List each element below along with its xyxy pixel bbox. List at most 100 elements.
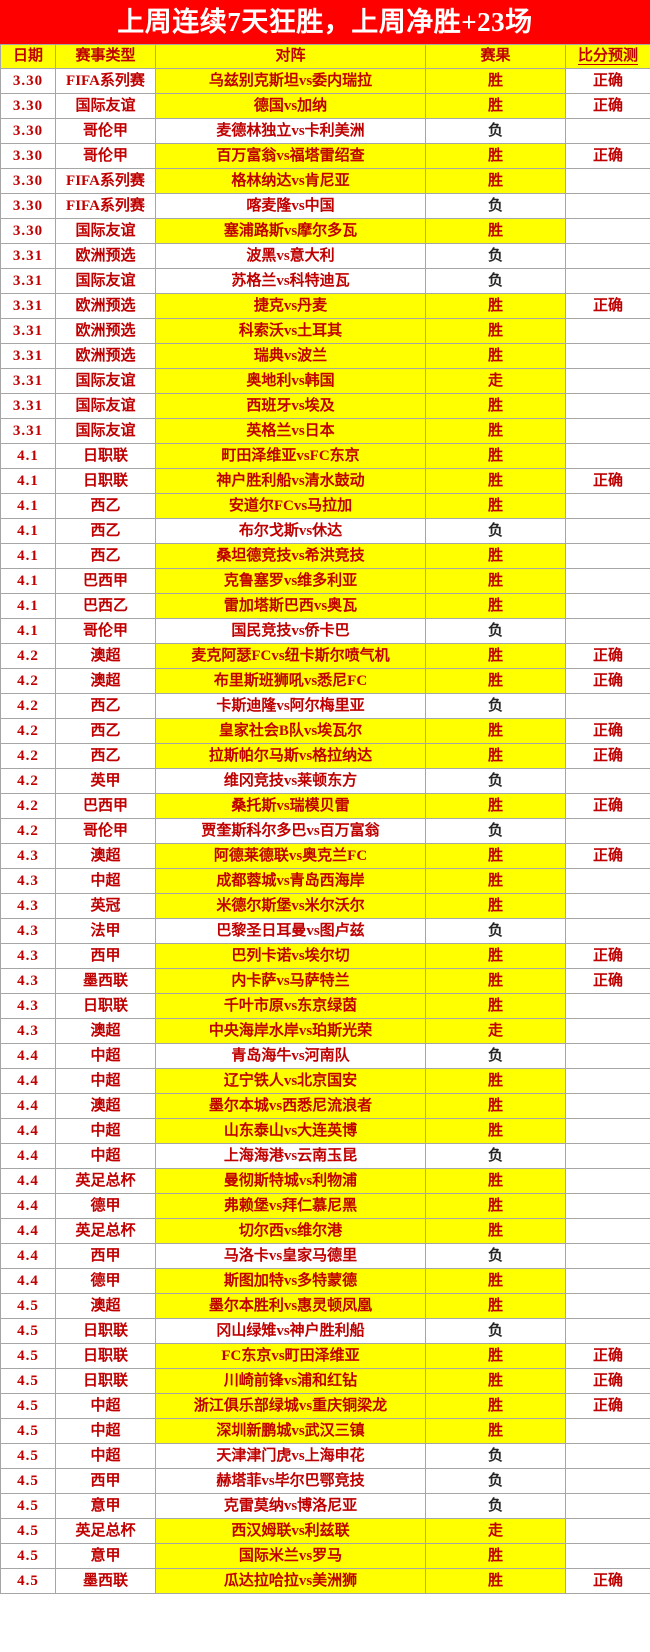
table-row: 4.5 墨西联 瓜达拉哈拉vs美洲狮胜正确 [0, 1568, 650, 1594]
row-date: 3.30 [0, 118, 56, 144]
row-league: 国际友谊 [55, 268, 156, 294]
row-date: 3.30 [0, 93, 56, 119]
row-date: 4.5 [0, 1343, 56, 1369]
row-match: 曼彻斯特城vs利物浦 [155, 1168, 426, 1194]
row-result: 负 [425, 193, 566, 219]
banner: 上周连续7天狂胜，上周净胜+23场 [0, 0, 650, 44]
row-prediction [565, 243, 650, 269]
row-result: 负 [425, 1043, 566, 1069]
table-row: 4.2 西乙 卡斯迪隆vs阿尔梅里亚负 [0, 693, 650, 719]
row-league: 巴西甲 [55, 568, 156, 594]
row-result: 负 [425, 518, 566, 544]
row-result: 胜 [425, 443, 566, 469]
row-match: 国民竞技vs侨卡巴 [155, 618, 426, 644]
row-prediction: 正确 [565, 468, 650, 494]
row-match: 马洛卡vs皇家马德里 [155, 1243, 426, 1269]
table-row: 4.5 中超 天津津门虎vs上海申花负 [0, 1443, 650, 1469]
row-result: 胜 [425, 643, 566, 669]
row-match: 布里斯班狮吼vs悉尼FC [155, 668, 426, 694]
column-header-prediction-text: 比分预测 [577, 48, 638, 65]
row-date: 3.31 [0, 368, 56, 394]
row-match: 山东泰山vs大连英博 [155, 1118, 426, 1144]
row-prediction [565, 593, 650, 619]
row-league: 墨西联 [55, 1568, 156, 1594]
row-date: 4.5 [0, 1368, 56, 1394]
row-match: 上海海港vs云南玉昆 [155, 1143, 426, 1169]
row-prediction [565, 368, 650, 394]
row-date: 4.2 [0, 743, 56, 769]
row-match: 喀麦隆vs中国 [155, 193, 426, 219]
table-row: 4.1 巴西乙 雷加塔斯巴西vs奥瓦胜 [0, 593, 650, 619]
row-league: 国际友谊 [55, 93, 156, 119]
row-match: 町田泽维亚vsFC东京 [155, 443, 426, 469]
row-league: 日职联 [55, 1343, 156, 1369]
row-prediction [565, 918, 650, 944]
banner-title: 上周连续7天狂胜，上周净胜+23场 [117, 6, 533, 37]
row-league: 国际友谊 [55, 418, 156, 444]
row-date: 4.5 [0, 1568, 56, 1594]
row-result: 胜 [425, 393, 566, 419]
row-prediction [565, 1493, 650, 1519]
row-result: 胜 [425, 1393, 566, 1419]
row-date: 4.5 [0, 1393, 56, 1419]
row-match: 千叶市原vs东京绿茵 [155, 993, 426, 1019]
row-prediction [565, 193, 650, 219]
row-result: 胜 [425, 93, 566, 119]
row-date: 4.2 [0, 793, 56, 819]
row-date: 4.4 [0, 1068, 56, 1094]
row-date: 4.2 [0, 768, 56, 794]
row-prediction [565, 1018, 650, 1044]
table-row: 3.30 FIFA系列赛 格林纳达vs肯尼亚胜 [0, 168, 650, 194]
table-row: 4.2 澳超 布里斯班狮吼vs悉尼FC 胜正确 [0, 668, 650, 694]
table-row: 4.4 德甲 弗赖堡vs拜仁慕尼黑胜 [0, 1193, 650, 1219]
row-result: 胜 [425, 418, 566, 444]
row-result: 走 [425, 1518, 566, 1544]
row-result: 胜 [425, 1368, 566, 1394]
table-row: 4.1 哥伦甲 国民竞技vs侨卡巴负 [0, 618, 650, 644]
row-date: 4.2 [0, 818, 56, 844]
row-league: 日职联 [55, 1318, 156, 1344]
row-match: 桑坦德竞技vs希洪竞技 [155, 543, 426, 569]
column-header-result: 赛果 [425, 44, 566, 69]
row-prediction [565, 493, 650, 519]
row-date: 4.2 [0, 718, 56, 744]
row-result: 胜 [425, 1543, 566, 1569]
row-match: 西班牙vs埃及 [155, 393, 426, 419]
row-league: 西甲 [55, 1468, 156, 1494]
row-prediction [565, 693, 650, 719]
row-result: 走 [425, 1018, 566, 1044]
table-row: 4.1 巴西甲 克鲁塞罗vs维多利亚胜 [0, 568, 650, 594]
row-result: 胜 [425, 868, 566, 894]
table-row: 4.3 法甲 巴黎圣日耳曼vs图卢兹负 [0, 918, 650, 944]
row-date: 4.1 [0, 468, 56, 494]
row-league: 中超 [55, 1118, 156, 1144]
row-date: 4.4 [0, 1268, 56, 1294]
row-league: 德甲 [55, 1268, 156, 1294]
row-date: 4.4 [0, 1043, 56, 1069]
row-match: 波黑vs意大利 [155, 243, 426, 269]
table-row: 3.30 哥伦甲 麦德林独立vs卡利美洲负 [0, 118, 650, 144]
row-match: 雷加塔斯巴西vs奥瓦 [155, 593, 426, 619]
row-prediction [565, 618, 650, 644]
row-match: 墨尔本城vs西悉尼流浪者 [155, 1093, 426, 1119]
row-date: 4.2 [0, 668, 56, 694]
table-row: 4.2 英甲 维冈竞技vs莱顿东方负 [0, 768, 650, 794]
row-prediction [565, 118, 650, 144]
table-row: 4.5 意甲 克雷莫纳vs博洛尼亚负 [0, 1493, 650, 1519]
row-result: 胜 [425, 668, 566, 694]
row-date: 4.5 [0, 1543, 56, 1569]
row-prediction [565, 393, 650, 419]
table-row: 4.5 意甲 国际米兰vs罗马胜 [0, 1543, 650, 1569]
row-match: 墨尔本胜利vs惠灵顿凤凰 [155, 1293, 426, 1319]
table-row: 3.30 FIFA系列赛 喀麦隆vs中国负 [0, 193, 650, 219]
row-result: 胜 [425, 593, 566, 619]
row-result: 负 [425, 118, 566, 144]
column-header-match: 对阵 [155, 44, 426, 69]
row-prediction [565, 218, 650, 244]
row-date: 3.30 [0, 68, 56, 94]
row-date: 3.31 [0, 343, 56, 369]
table-row: 4.1 日职联 神户胜利船vs清水鼓动胜正确 [0, 468, 650, 494]
row-result: 胜 [425, 1218, 566, 1244]
row-prediction [565, 1318, 650, 1344]
row-match: 冈山绿雉vs神户胜利船 [155, 1318, 426, 1344]
